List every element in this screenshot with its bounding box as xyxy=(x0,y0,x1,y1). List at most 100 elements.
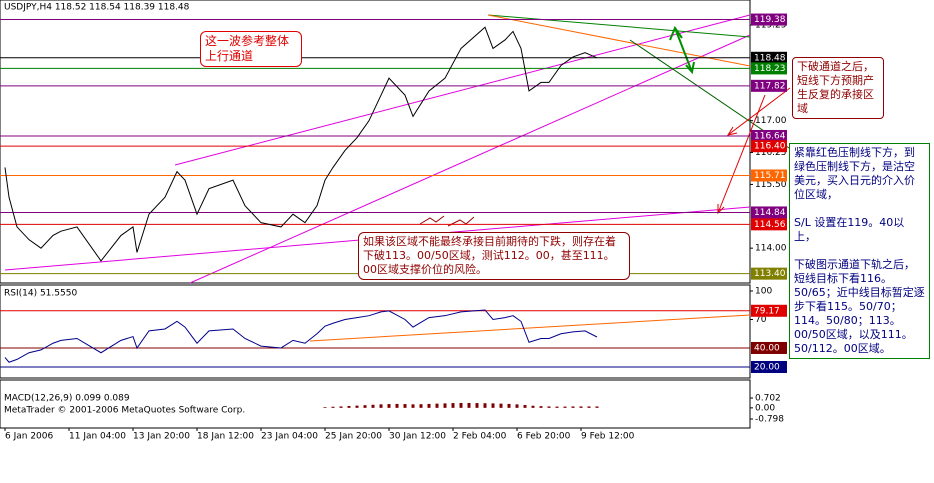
level-label-box xyxy=(751,267,787,280)
rsi-panel xyxy=(0,284,751,379)
macd-panel xyxy=(0,379,751,429)
histogram-bar xyxy=(395,403,399,408)
level-label: 115.71 xyxy=(754,171,786,181)
histogram-bar xyxy=(339,406,343,408)
arrow-head xyxy=(726,126,738,136)
y-tick-label: 0.702 xyxy=(755,394,781,404)
histogram-bar xyxy=(427,403,431,408)
histogram-bar xyxy=(435,403,439,408)
x-tick-label: 30 Jan 12:00 xyxy=(389,432,446,442)
annotation-box: 下破通道之后，短线下方预期产生反复的承接区域 xyxy=(792,57,884,119)
level-label-box xyxy=(751,206,787,219)
histogram-bar xyxy=(523,405,527,408)
histogram-bar xyxy=(483,403,487,408)
x-tick-label: 25 Jan 20:00 xyxy=(325,432,382,442)
level-label: 20.00 xyxy=(754,362,780,372)
histogram-bar xyxy=(555,406,559,408)
level-label-box xyxy=(751,169,787,182)
level-label-box xyxy=(751,304,787,317)
y-tick-label: 115.50 xyxy=(755,180,787,190)
histogram-bar xyxy=(467,402,471,408)
level-label: 116.40 xyxy=(754,142,786,152)
histogram-bar xyxy=(363,405,367,408)
histogram-bar xyxy=(595,406,599,408)
histogram-bar xyxy=(459,402,463,408)
level-label: 118.48 xyxy=(754,53,786,63)
panel-title: RSI(14) 51.5550 xyxy=(4,289,77,299)
level-label-box xyxy=(751,51,787,64)
histogram-bar xyxy=(531,405,535,408)
histogram-bar xyxy=(491,403,495,408)
channel-line xyxy=(174,14,751,166)
level-label-box xyxy=(751,360,787,373)
arrow-head xyxy=(685,61,695,75)
histogram-bar xyxy=(563,406,567,408)
rsi-trend-line xyxy=(309,314,751,342)
histogram-bar xyxy=(475,403,479,408)
copyright: MetaTrader © 2001-2006 MetaQuotes Softwa… xyxy=(4,406,245,416)
arrow-head xyxy=(717,204,725,215)
channel-line xyxy=(189,34,751,284)
level-label: 113.40 xyxy=(754,269,786,279)
histogram-bar xyxy=(547,406,551,408)
level-label-box xyxy=(751,79,787,92)
price-line xyxy=(4,309,598,363)
level-label: 114.56 xyxy=(754,220,786,230)
y-tick-label: 116.25 xyxy=(755,148,787,158)
histogram-bar xyxy=(411,404,415,408)
histogram-bar xyxy=(347,406,351,408)
x-tick-label: 11 Jan 04:00 xyxy=(69,432,126,442)
histogram-bar xyxy=(507,403,511,408)
x-tick-label: 9 Feb 12:00 xyxy=(581,432,635,442)
x-tick-label: 13 Jan 20:00 xyxy=(133,432,190,442)
histogram-bar xyxy=(379,404,383,408)
annotation-text: S/L 设置在119。40以上， xyxy=(794,216,905,243)
y-tick-label: 100 xyxy=(755,286,772,296)
level-label: 118.23 xyxy=(754,64,786,74)
x-tick-label: 6 Feb 20:00 xyxy=(517,432,571,442)
histogram-bar xyxy=(539,406,543,408)
annotation-text: 这一波参考整体上行通道 xyxy=(205,34,290,63)
x-tick-label: 23 Jan 04:00 xyxy=(261,432,318,442)
arrow-head xyxy=(669,25,683,41)
y-tick-label: 70 xyxy=(755,315,767,325)
y-tick-label: 114.00 xyxy=(755,244,787,254)
x-tick-label: 18 Jan 12:00 xyxy=(197,432,254,442)
y-tick-label: 119.25 xyxy=(755,21,787,31)
histogram-bar xyxy=(323,407,327,408)
level-label: 114.84 xyxy=(754,208,786,218)
histogram-bar xyxy=(371,404,375,408)
annotation-box: 紧靠红色压制线下方，到绿色压制线下方，是沽空美元，买入日元的介入价位区域， S/L… xyxy=(789,143,930,359)
histogram-bar xyxy=(579,406,583,408)
level-label-box xyxy=(751,62,787,75)
level-label: 117.82 xyxy=(754,81,786,91)
histogram-bar xyxy=(331,406,335,408)
panel-title: MACD(12,26,9) 0.099 0.089 xyxy=(4,394,130,404)
trend-line xyxy=(487,14,751,38)
histogram-bar xyxy=(451,403,455,408)
annotation-text: 如果该区域不能最终承接目前期待的下跌，则存在着下破113。00/50区域，测试1… xyxy=(363,235,616,276)
y-tick-label: 117.00 xyxy=(755,116,787,126)
level-label-box xyxy=(751,218,787,231)
level-label: 116.64 xyxy=(754,131,786,141)
level-label-box xyxy=(751,140,787,153)
panel-title: USDJPY,H4 118.52 118.54 118.39 118.48 xyxy=(4,3,190,13)
level-label: 79.17 xyxy=(754,306,780,316)
arrow xyxy=(727,87,791,136)
level-label: 119.38 xyxy=(754,15,786,25)
histogram-bar xyxy=(443,403,447,408)
histogram-bar xyxy=(387,404,391,408)
x-tick-label: 6 Jan 2006 xyxy=(5,432,53,442)
histogram-bar xyxy=(499,403,503,408)
histogram-bar xyxy=(571,406,575,408)
y-tick-label: 0.00 xyxy=(755,403,775,413)
level-label-box xyxy=(751,341,787,354)
histogram-bar xyxy=(587,406,591,408)
y-tick-label: -0.798 xyxy=(755,415,784,425)
level-label: 40.00 xyxy=(754,343,780,353)
annotation-text: 紧靠红色压制线下方，到绿色压制线下方，是沽空美元，买入日元的介入价位区域， xyxy=(794,146,915,201)
annotation-box: 这一波参考整体上行通道 xyxy=(200,31,302,67)
annotation-box: 如果该区域不能最终承接目前期待的下跌，则存在着下破113。00/50区域，测试1… xyxy=(358,232,630,280)
